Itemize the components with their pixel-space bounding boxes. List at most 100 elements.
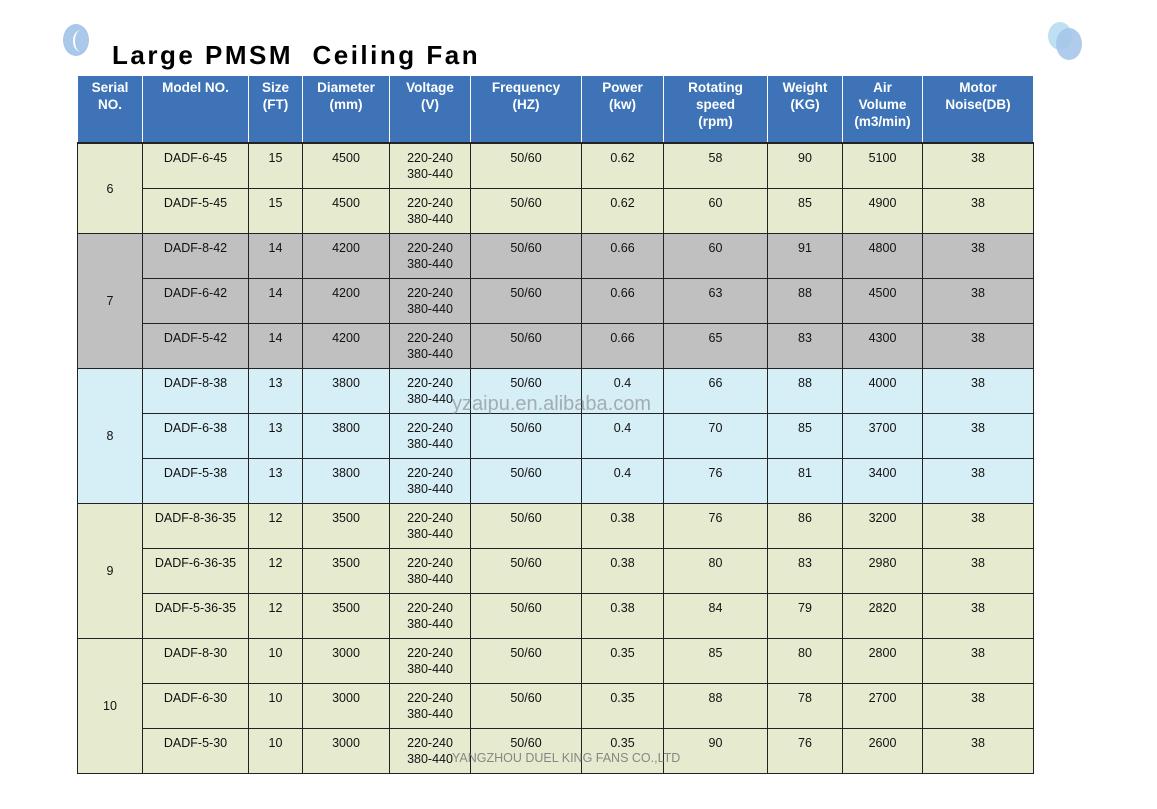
- table-cell: 3500: [302, 548, 390, 594]
- table-cell: 15: [248, 188, 303, 234]
- cell-text: DADF-5-38: [163, 466, 228, 480]
- cell-text: 12: [268, 556, 283, 570]
- table-cell: 220-240 380-440: [389, 638, 471, 684]
- cell-text: 90: [798, 151, 812, 165]
- table-cell: 3000: [302, 638, 390, 684]
- table-row: 10 DADF-8-30 10 3000 220-240 380-440 50/60 0.35…: [77, 638, 1034, 774]
- cell-text: 50/60: [510, 736, 542, 750]
- cell-text: 5100: [868, 151, 897, 165]
- table-cell: DADF-5-42: [142, 323, 249, 369]
- table-cell: 50/60: [470, 233, 582, 279]
- table-cell: 3800: [302, 368, 390, 414]
- cell-text: 79: [798, 601, 812, 615]
- table-row: 9 DADF-8-36-35 12 3500 220-240 380-440 50/60 0.…: [77, 503, 1034, 639]
- table-cell: 81: [767, 458, 843, 504]
- cell-text: 50/60: [510, 691, 542, 705]
- cell-text: 0.4: [613, 376, 632, 390]
- cell-text: 15: [268, 151, 283, 165]
- table-cell: 0.4: [581, 413, 664, 459]
- column-header: Model NO.: [142, 75, 249, 144]
- column-header-text: Model NO.: [162, 80, 229, 95]
- column-header: Rotating speed (rpm): [663, 75, 768, 144]
- table-cell: 220-240 380-440: [389, 233, 471, 279]
- table-cell: 38: [922, 683, 1034, 729]
- company-footer: YANGZHOU DUEL KING FANS CO.,LTD: [452, 751, 681, 765]
- table-cell: 50/60: [470, 548, 582, 594]
- cell-text: DADF-5-30: [163, 736, 228, 750]
- table-cell: 60: [663, 233, 768, 279]
- cell-text: 0.38: [610, 601, 635, 615]
- column-header-text: (mm): [329, 97, 363, 112]
- cell-text: 380-440: [407, 257, 453, 271]
- column-header: Size (FT): [248, 75, 303, 144]
- table-cell: 90: [767, 142, 843, 189]
- table-cell: 2980: [842, 548, 923, 594]
- cell-text: DADF-5-36-35: [154, 601, 237, 615]
- cell-text: DADF-6-38: [163, 421, 228, 435]
- cell-text: 76: [708, 511, 723, 525]
- table-cell: 65: [663, 323, 768, 369]
- column-header-text: Voltage: [406, 80, 454, 95]
- table-cell: 0.35: [581, 683, 664, 729]
- table-cell: 86: [767, 503, 843, 549]
- cell-text: 10: [268, 646, 283, 660]
- cell-text: 38: [971, 511, 985, 525]
- cell-text: 13: [268, 376, 283, 390]
- table-cell: DADF-5-45: [142, 188, 249, 234]
- table-cell: 12: [248, 548, 303, 594]
- cell-text: 2700: [868, 691, 897, 705]
- table-row: DADF-5-42 14 4200 220-240 380-440 50/60 0.66 65…: [78, 323, 1034, 369]
- table-cell: 220-240 380-440: [389, 278, 471, 324]
- table-cell: 220-240 380-440: [389, 413, 471, 459]
- table-cell: 38: [922, 548, 1034, 594]
- cell-text: 50/60: [510, 556, 542, 570]
- table-cell: 0.4: [581, 368, 664, 414]
- cell-text: 12: [268, 511, 283, 525]
- table-cell: 80: [767, 638, 843, 684]
- page-title: Large PMSM Ceiling Fan: [112, 40, 481, 70]
- table-cell: 4000: [842, 368, 923, 414]
- cell-text: 58: [708, 151, 723, 165]
- table-row: 6 DADF-6-45 15 4500 220-240 380-440 50/60 0.62 5…: [77, 142, 1034, 234]
- column-header-text: (HZ): [512, 97, 540, 112]
- column-header-text: Power: [602, 80, 643, 95]
- serial-cell: 8: [77, 368, 143, 504]
- cell-text: 15: [268, 196, 283, 210]
- cell-text: 3000: [332, 736, 360, 750]
- cell-text: DADF-8-30: [163, 646, 228, 660]
- table-row: DADF-5-45 15 4500 220-240 380-440 50/60 0.62 60…: [78, 188, 1034, 234]
- table-cell: 66: [663, 368, 768, 414]
- table-cell: 0.62: [581, 142, 664, 189]
- cell-text: 14: [268, 331, 283, 345]
- table-cell: DADF-5-30: [142, 728, 249, 774]
- cell-text: 380-440: [407, 482, 453, 496]
- table-cell: 70: [663, 413, 768, 459]
- table-row: DADF-5-38 13 3800 220-240 380-440 50/60 0.4 76 8…: [78, 458, 1034, 504]
- cell-text: 83: [798, 331, 812, 345]
- column-header-text: (FT): [262, 97, 289, 112]
- column-header: Frequency (HZ): [470, 75, 582, 144]
- table-cell: 50/60: [470, 638, 582, 684]
- table-cell: 80: [663, 548, 768, 594]
- cell-text: 65: [708, 331, 723, 345]
- cell-text: 84: [708, 601, 723, 615]
- cell-text: 380-440: [407, 752, 453, 766]
- table-cell: 12: [248, 593, 303, 639]
- table-cell: 0.35: [581, 728, 664, 774]
- table-cell: 5100: [842, 142, 923, 189]
- table-cell: 85: [663, 638, 768, 684]
- cell-text: 38: [971, 466, 985, 480]
- table-cell: 58: [663, 142, 768, 189]
- cell-text: 50/60: [510, 286, 542, 300]
- cell-text: DADF-8-38: [163, 376, 228, 390]
- column-header: Air Volume (m3/min): [842, 75, 923, 144]
- cell-text: 38: [971, 736, 985, 750]
- cell-text: 0.66: [610, 286, 635, 300]
- table-cell: 50/60: [470, 683, 582, 729]
- cell-text: DADF-8-36-35: [154, 511, 237, 525]
- cell-text: 4200: [332, 331, 360, 345]
- column-header: Diameter (mm): [302, 75, 390, 144]
- table-cell: 76: [663, 503, 768, 549]
- cell-text: 38: [971, 646, 985, 660]
- table-row: DADF-6-38 13 3800 220-240 380-440 50/60 0.4 70 8…: [78, 413, 1034, 459]
